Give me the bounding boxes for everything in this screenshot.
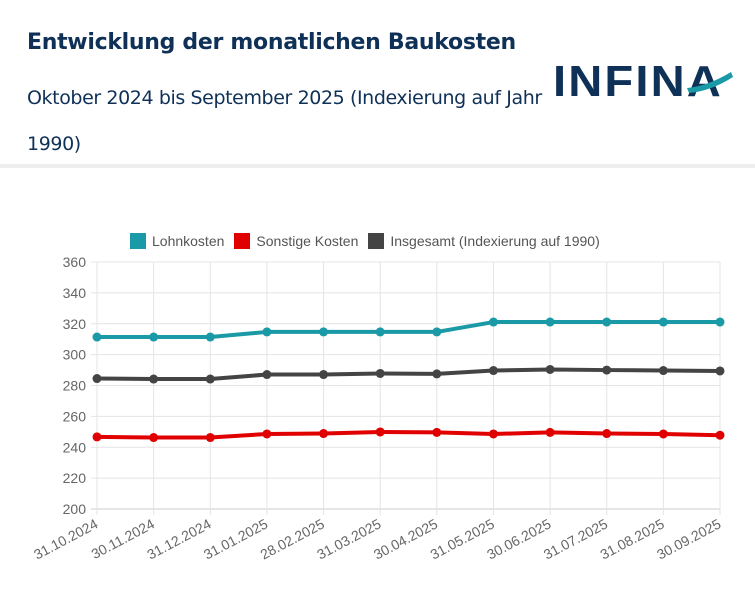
data-point[interactable] (658, 366, 668, 376)
y-tick-label: 360 (63, 254, 87, 270)
legend-swatch-sonstige-kosten (234, 233, 251, 249)
header: Entwicklung der monatlichen Baukosten Ok… (0, 0, 755, 164)
series-line-sonstige (96, 429, 721, 440)
data-point[interactable] (319, 429, 329, 439)
data-point[interactable] (715, 317, 725, 327)
data-point[interactable] (319, 327, 329, 337)
data-point[interactable] (715, 430, 725, 440)
y-tick-label: 340 (63, 285, 87, 301)
data-point[interactable] (432, 369, 442, 379)
data-point[interactable] (262, 327, 272, 337)
data-point[interactable] (262, 429, 272, 439)
data-point[interactable] (545, 427, 555, 437)
data-point[interactable] (149, 332, 159, 342)
data-point[interactable] (149, 374, 159, 384)
series-line-insgesamt (96, 367, 721, 382)
x-tick-label: 28.02.2025 (258, 515, 328, 562)
data-point[interactable] (658, 429, 668, 439)
chart-legend: Lohnkosten Sonstige Kosten Insgesamt (In… (130, 233, 610, 249)
page-subtitle: Oktober 2024 bis September 2025 (Indexie… (27, 87, 542, 155)
header-separator (0, 164, 755, 168)
x-tick-label: 31.08.2025 (597, 515, 667, 562)
logo-text: INFINA (553, 58, 723, 104)
logo-swoosh-icon (687, 72, 733, 93)
x-tick-label: 31.01.2025 (201, 515, 271, 562)
x-tick-label: 30.04.2025 (371, 515, 441, 562)
x-tick-label: 30.09.2025 (654, 515, 724, 562)
data-point[interactable] (92, 332, 102, 342)
data-point[interactable] (149, 433, 159, 443)
legend-item-sonstige-kosten[interactable]: Sonstige Kosten (234, 233, 358, 249)
y-tick-label: 220 (63, 470, 87, 486)
page-title: Entwicklung der monatlichen Baukosten (27, 30, 516, 55)
data-point[interactable] (602, 365, 612, 375)
y-tick-label: 280 (63, 378, 87, 394)
legend-item-lohnkosten[interactable]: Lohnkosten (130, 233, 224, 249)
y-tick-label: 300 (63, 347, 87, 363)
y-tick-label: 240 (63, 439, 87, 455)
data-point[interactable] (488, 317, 498, 327)
x-tick-label: 30.06.2025 (484, 515, 554, 562)
data-point[interactable] (658, 317, 668, 327)
data-point[interactable] (205, 433, 215, 443)
x-tick-label: 31.10.2024 (31, 515, 101, 562)
y-tick-label: 260 (63, 408, 87, 424)
series-line-lohnkosten (97, 320, 720, 340)
legend-swatch-insgesamt (368, 233, 385, 249)
legend-swatch-lohnkosten (130, 233, 146, 249)
infina-logo: INFINA (553, 58, 733, 104)
y-tick-label: 200 (63, 501, 87, 517)
y-tick-label: 320 (63, 316, 87, 332)
data-point[interactable] (432, 427, 442, 437)
x-tick-label: 31.12.2024 (144, 515, 214, 562)
data-point[interactable] (262, 370, 272, 380)
data-point[interactable] (375, 368, 385, 378)
legend-label: Lohnkosten (152, 233, 225, 249)
data-point[interactable] (545, 317, 555, 327)
data-point[interactable] (488, 366, 498, 376)
x-tick-label: 31.05.2025 (427, 515, 497, 562)
legend-label: Insgesamt (Indexierung auf 1990) (390, 233, 600, 249)
data-point[interactable] (92, 374, 102, 384)
data-point[interactable] (375, 327, 385, 337)
data-point[interactable] (205, 332, 215, 342)
data-point[interactable] (545, 364, 555, 374)
data-point[interactable] (205, 374, 215, 384)
x-tick-label: 31.03.2025 (314, 515, 384, 562)
data-point[interactable] (602, 429, 612, 439)
data-point[interactable] (715, 366, 725, 376)
data-point[interactable] (375, 427, 385, 437)
legend-item-insgesamt[interactable]: Insgesamt (Indexierung auf 1990) (368, 233, 600, 249)
data-point[interactable] (488, 429, 498, 439)
x-tick-label: 31.07.2025 (541, 515, 611, 562)
data-point[interactable] (432, 327, 442, 337)
data-point[interactable] (92, 432, 102, 442)
legend-label: Sonstige Kosten (256, 233, 359, 249)
data-point[interactable] (319, 370, 329, 380)
data-point[interactable] (602, 317, 612, 327)
